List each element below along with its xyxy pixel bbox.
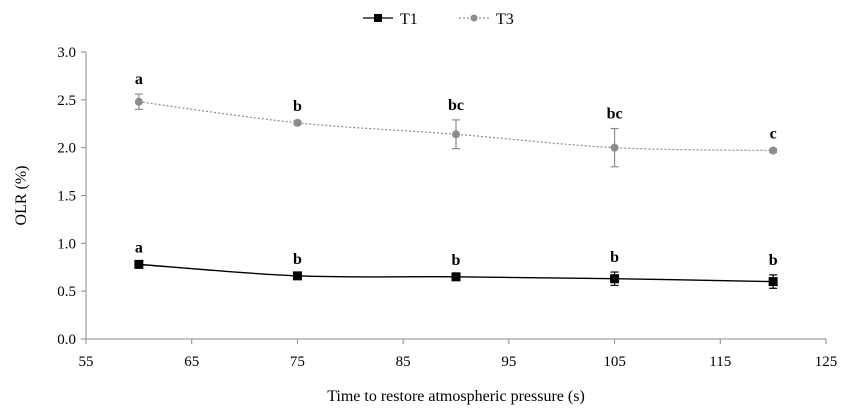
x-tick-label: 105	[603, 354, 626, 370]
x-tick-label: 65	[184, 354, 199, 370]
series-t3: a b bc bc c	[134, 71, 778, 168]
y-tick-label: 1.0	[57, 236, 76, 252]
significance-label: b	[610, 249, 619, 266]
data-point-marker	[134, 97, 143, 106]
significance-label: a	[135, 71, 143, 88]
legend-marker	[374, 14, 382, 22]
series-line-t3	[138, 101, 774, 152]
significance-label: b	[452, 252, 461, 269]
data-point-marker	[292, 271, 302, 281]
legend: T1 T3	[363, 11, 514, 28]
y-tick-label: 0.0	[57, 332, 76, 348]
legend-label: T1	[400, 11, 418, 28]
legend-marker	[470, 14, 478, 22]
x-tick-label: 125	[815, 354, 838, 370]
x-tick-label: 75	[290, 354, 305, 370]
x-tick-label: 85	[396, 354, 411, 370]
y-axis: 0.0 0.5 1.0 1.5 2.0 2.5 3.0	[57, 45, 87, 348]
significance-label: a	[135, 239, 143, 256]
y-tick-label: 3.0	[57, 45, 76, 61]
data-point-marker	[293, 118, 302, 127]
y-axis-title: OLR (%)	[13, 166, 30, 226]
data-point-marker	[134, 259, 144, 269]
y-tick-label: 1.5	[57, 189, 76, 205]
significance-label: b	[293, 251, 302, 268]
data-point-marker	[451, 272, 461, 282]
data-point-marker	[769, 146, 778, 155]
series-t1: ab b b b	[134, 239, 778, 289]
x-tick-label: 55	[79, 354, 94, 370]
y-tick-label: 2.5	[57, 93, 76, 109]
y-tick-label: 2.0	[57, 141, 76, 157]
legend-item-t1: T1	[363, 11, 418, 28]
y-tick-label: 0.5	[57, 284, 76, 300]
significance-label: c	[770, 126, 777, 143]
x-axis: 55 65 75 85 95 105 115 125	[79, 338, 838, 370]
significance-label: bc	[607, 106, 623, 123]
significance-label: bc	[448, 97, 464, 114]
x-axis-title: Time to restore atmospheric pressure (s)	[327, 388, 585, 405]
series-layer: a b b b b a b bc bc c	[134, 71, 778, 289]
legend-label: T3	[496, 11, 514, 28]
data-point-marker	[768, 277, 778, 287]
data-point-marker	[610, 274, 620, 284]
significance-label: b	[293, 98, 302, 115]
legend-item-t3: T3	[459, 11, 514, 28]
data-point-marker	[452, 130, 460, 139]
significance-label: b	[769, 252, 778, 269]
data-point-marker	[610, 143, 619, 152]
x-tick-label: 115	[709, 354, 731, 370]
x-tick-label: 95	[501, 354, 516, 370]
